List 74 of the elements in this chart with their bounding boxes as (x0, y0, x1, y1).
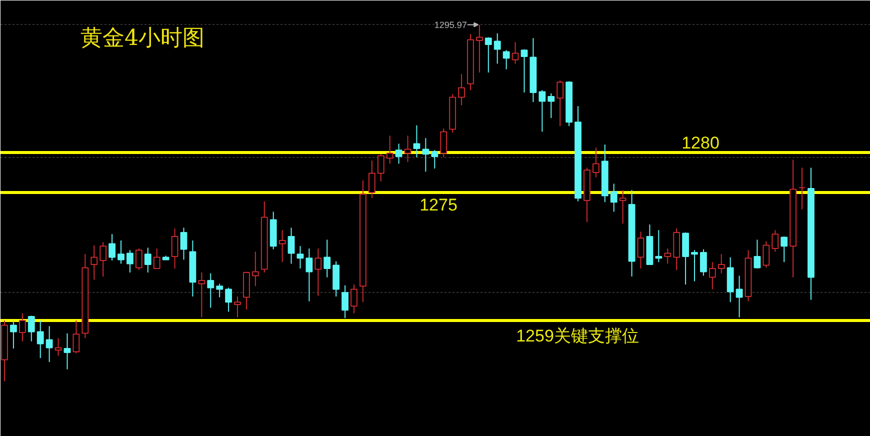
candlestick (314, 248, 322, 296)
candlestick (512, 42, 519, 64)
candlestick (46, 326, 53, 363)
candlestick (592, 147, 600, 178)
candlestick (682, 232, 689, 285)
candlestick (718, 254, 725, 274)
candlestick (198, 272, 206, 318)
candlestick (64, 332, 71, 370)
candlestick (296, 246, 304, 269)
candlestick (404, 135, 412, 163)
candlestick (754, 239, 761, 269)
candlestick (324, 239, 331, 278)
candlestick (54, 338, 62, 356)
candlestick (180, 227, 188, 260)
candlestick (342, 284, 348, 319)
candlestick (171, 228, 178, 269)
candlestick (726, 256, 734, 303)
candlestick (655, 230, 662, 263)
candlestick (762, 240, 770, 268)
candlestick (216, 283, 224, 298)
candlestick (144, 247, 152, 273)
ref-line-label: 1275 (420, 196, 458, 214)
candlestick (538, 90, 546, 132)
candlestick (619, 190, 626, 224)
candlestick (332, 260, 340, 297)
candlestick (377, 154, 384, 182)
candlestick (207, 272, 214, 308)
candlestick (386, 135, 394, 164)
candlestick (153, 248, 160, 269)
candlestick (440, 128, 448, 158)
ref-line-label: 1280 (682, 134, 720, 152)
candlestick (736, 275, 743, 318)
candlestick (548, 92, 555, 119)
candlestick (484, 36, 492, 73)
candlestick (664, 248, 672, 264)
candlestick (18, 312, 26, 342)
candlestick (126, 250, 134, 273)
candlestick (431, 150, 438, 169)
candlestick (458, 74, 465, 106)
candlestick (36, 320, 44, 359)
candlestick (108, 234, 116, 261)
candlestick (772, 230, 779, 252)
candlestick (556, 80, 564, 127)
candlestick (691, 250, 698, 282)
candlestick (10, 320, 17, 349)
candlestick (28, 315, 35, 342)
candlestick (118, 240, 124, 264)
candlestick (306, 248, 313, 302)
annotation: 1295.97 (434, 20, 467, 30)
candlestick (780, 236, 788, 263)
candlestick (288, 227, 295, 264)
candlestick (798, 167, 806, 210)
candlestick (637, 231, 644, 269)
candlestick (225, 287, 232, 312)
candlestick (395, 143, 402, 164)
candlestick (494, 32, 501, 64)
candlestick (610, 183, 618, 212)
candlestick (278, 230, 286, 263)
candlestick (135, 248, 142, 271)
candlestick (72, 320, 80, 354)
candlestick (708, 262, 716, 290)
candlestick (90, 244, 98, 280)
candlestick (422, 138, 430, 172)
candlestick (520, 48, 528, 93)
candlestick (413, 124, 420, 158)
candlestick (234, 296, 241, 318)
candlestick (252, 251, 259, 287)
text: 黄金4小时图 (80, 26, 204, 51)
candlestick (350, 284, 358, 314)
candlestick (368, 160, 376, 199)
ref-line-label: 1259关键支撑位 (516, 326, 639, 346)
candlestick (100, 242, 107, 277)
candlestick (700, 248, 707, 276)
candlestick (502, 50, 510, 70)
